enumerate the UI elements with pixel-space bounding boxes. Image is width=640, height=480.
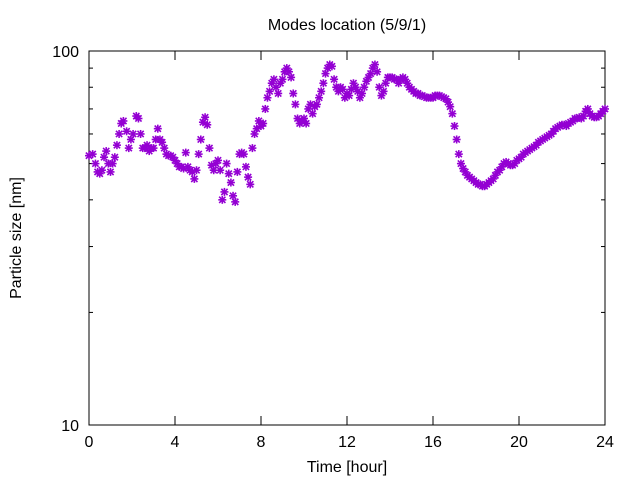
data-point bbox=[259, 119, 268, 128]
data-point bbox=[246, 180, 255, 189]
data-point bbox=[448, 109, 457, 118]
data-point bbox=[261, 104, 270, 113]
data-point bbox=[600, 104, 610, 113]
data-point bbox=[229, 191, 238, 200]
data-point bbox=[269, 75, 278, 84]
data-point bbox=[97, 166, 106, 175]
data-point bbox=[287, 73, 296, 82]
data-point bbox=[345, 91, 354, 100]
data-point bbox=[446, 102, 455, 111]
data-point bbox=[102, 147, 111, 156]
data-point bbox=[274, 89, 283, 98]
data-point bbox=[214, 156, 222, 165]
data-point bbox=[224, 169, 233, 178]
y-tick-label: 10 bbox=[61, 418, 79, 435]
x-tick-label: 16 bbox=[424, 434, 442, 451]
data-point bbox=[112, 141, 121, 150]
data-point bbox=[192, 166, 201, 175]
data-point bbox=[381, 79, 390, 88]
data-point bbox=[450, 122, 459, 131]
x-tick-label: 24 bbox=[596, 434, 614, 451]
data-point bbox=[194, 150, 203, 159]
data-point bbox=[278, 75, 287, 84]
data-point bbox=[203, 120, 212, 129]
data-point bbox=[88, 150, 97, 159]
axis-ticks bbox=[88, 50, 606, 426]
data-point bbox=[106, 167, 115, 176]
data-point bbox=[126, 135, 135, 144]
data-point bbox=[119, 116, 128, 125]
data-point bbox=[153, 124, 162, 133]
data-point bbox=[360, 83, 369, 92]
data-point bbox=[108, 159, 117, 168]
data-point bbox=[122, 127, 131, 136]
data-point bbox=[263, 93, 272, 102]
x-tick-label: 0 bbox=[85, 434, 94, 451]
x-tick-label: 4 bbox=[171, 434, 180, 451]
data-point bbox=[317, 87, 326, 96]
data-point bbox=[205, 144, 214, 153]
data-point bbox=[149, 144, 158, 153]
data-point bbox=[216, 166, 225, 175]
data-point bbox=[289, 89, 298, 98]
data-point bbox=[220, 187, 229, 196]
x-axis-label: Time [hour] bbox=[307, 459, 387, 476]
data-point bbox=[218, 195, 227, 204]
data-point bbox=[265, 87, 274, 96]
data-point bbox=[308, 109, 317, 118]
y-axis-label: Particle size [nm] bbox=[8, 177, 25, 299]
data-point bbox=[291, 100, 300, 109]
data-point bbox=[233, 167, 242, 176]
data-point bbox=[124, 144, 133, 153]
data-point bbox=[100, 153, 109, 162]
data-point bbox=[181, 148, 190, 157]
data-point bbox=[201, 113, 210, 122]
data-point bbox=[134, 114, 143, 123]
data-point bbox=[129, 129, 138, 138]
x-tick-label: 12 bbox=[338, 434, 356, 451]
data-point bbox=[190, 174, 199, 183]
data-point bbox=[231, 197, 240, 206]
data-point bbox=[319, 79, 328, 88]
data-point bbox=[226, 178, 235, 187]
data-point bbox=[110, 153, 119, 162]
data-point bbox=[312, 100, 321, 109]
data-point bbox=[209, 166, 218, 175]
data-point bbox=[373, 67, 382, 76]
data-point bbox=[244, 173, 253, 182]
data-point bbox=[136, 129, 145, 138]
data-point bbox=[315, 93, 324, 102]
x-tick-labels: 0 4 8 12 16 20 24 bbox=[85, 434, 614, 451]
data-point bbox=[241, 162, 250, 171]
data-point bbox=[358, 89, 367, 98]
data-point bbox=[158, 138, 167, 147]
data-point bbox=[330, 75, 339, 84]
data-point bbox=[222, 159, 231, 168]
x-tick-label: 8 bbox=[257, 434, 266, 451]
data-point bbox=[370, 60, 379, 69]
data-point bbox=[454, 150, 463, 159]
x-tick-label: 20 bbox=[510, 434, 528, 451]
data-point bbox=[248, 144, 257, 153]
data-point bbox=[327, 62, 336, 71]
data-points bbox=[85, 60, 610, 206]
data-point bbox=[160, 144, 169, 153]
data-point bbox=[302, 119, 311, 128]
y-tick-label: 100 bbox=[52, 44, 79, 61]
data-point bbox=[239, 150, 248, 159]
plot-frame bbox=[88, 50, 606, 426]
data-point bbox=[196, 135, 205, 144]
data-point bbox=[379, 87, 388, 96]
y-tick-labels: 10 100 bbox=[52, 44, 79, 435]
data-point bbox=[115, 129, 124, 138]
data-point bbox=[452, 135, 461, 144]
data-point bbox=[91, 159, 100, 168]
chart-title: Modes location (5/9/1) bbox=[268, 17, 426, 34]
